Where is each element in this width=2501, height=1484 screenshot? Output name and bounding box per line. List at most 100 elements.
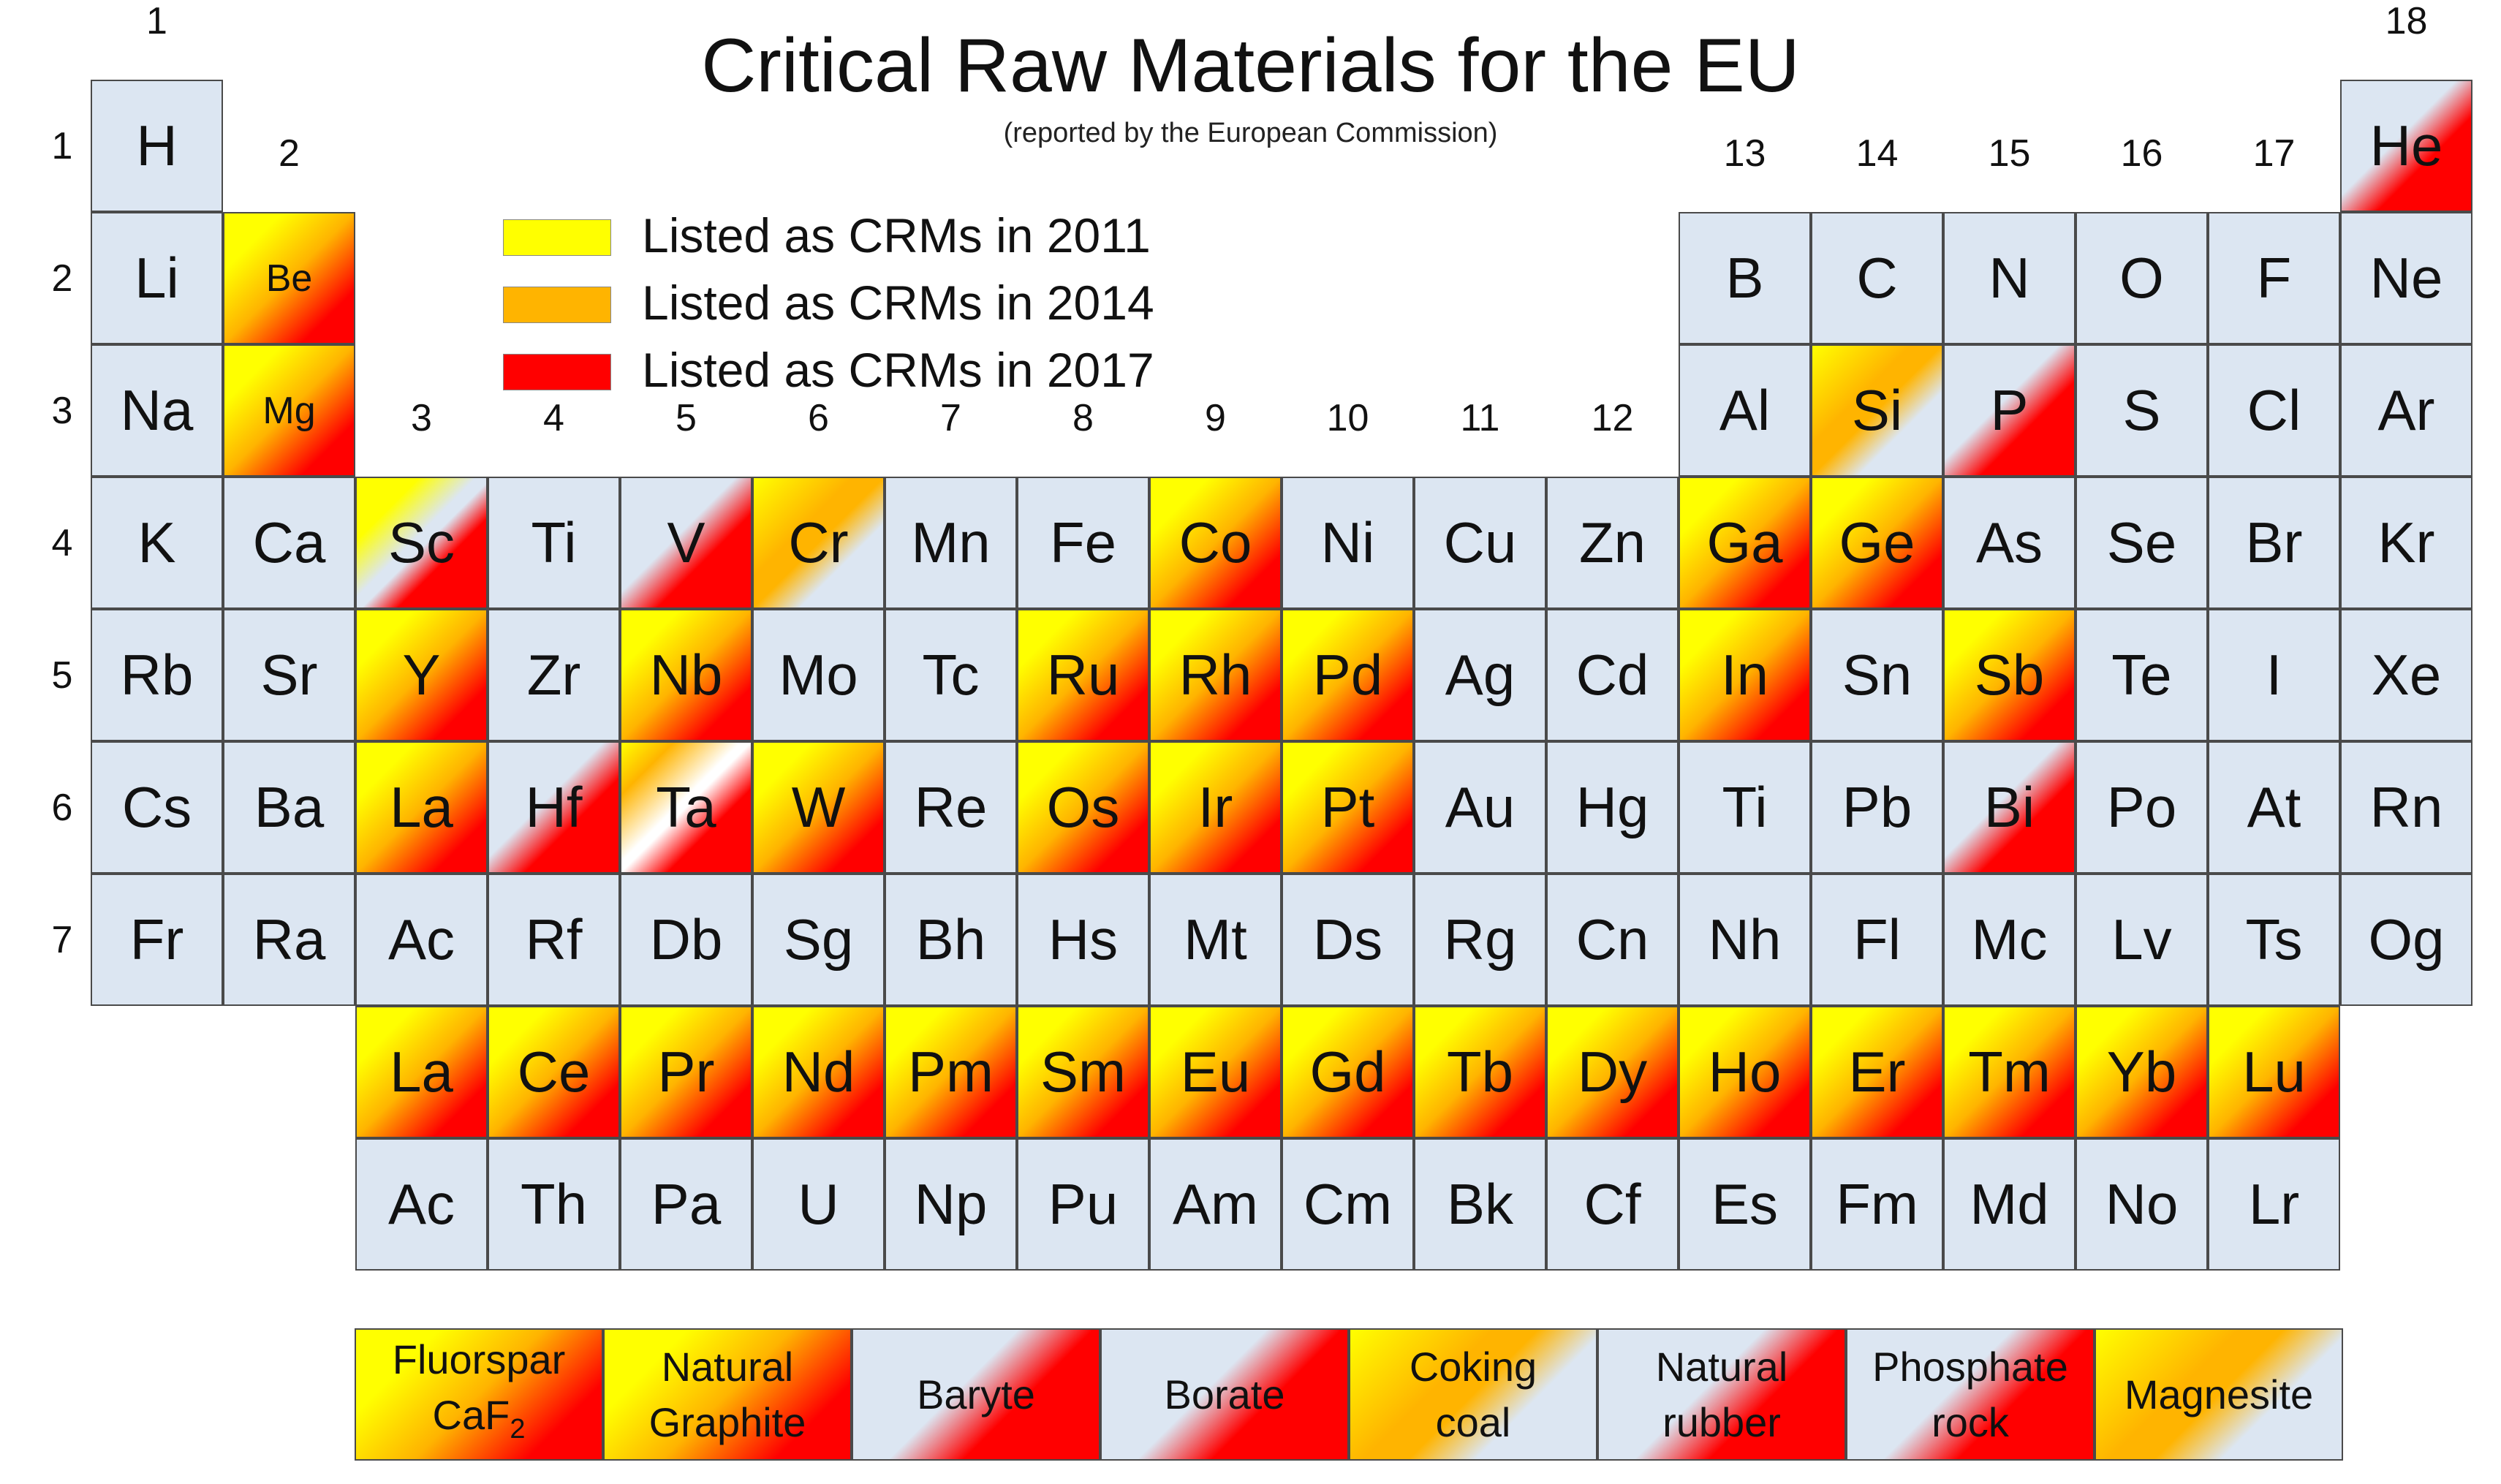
element-cell-eu: Eu xyxy=(1149,1006,1282,1138)
element-cell-nb: Nb xyxy=(620,609,752,741)
element-cell-h: H xyxy=(91,80,223,212)
element-cell-ni: Ni xyxy=(1282,477,1414,609)
element-cell-mg: Mg xyxy=(223,344,355,477)
group-label: 1 xyxy=(146,0,167,42)
extra-material-label: Phosphate xyxy=(1872,1343,2068,1390)
extra-material-cell: Coking coal xyxy=(1349,1328,1597,1461)
element-cell-hs: Hs xyxy=(1017,874,1149,1006)
element-cell-ds: Ds xyxy=(1282,874,1414,1006)
element-cell-xe: Xe xyxy=(2340,609,2472,741)
element-cell-np: Np xyxy=(885,1138,1017,1271)
element-cell-ts: Ts xyxy=(2208,874,2340,1006)
extra-material-label: Natural xyxy=(661,1343,794,1390)
extra-material-cell: Magnesite xyxy=(2095,1328,2343,1461)
legend-label: Listed as CRMs in 2011 xyxy=(642,208,1151,262)
element-cell-ag: Ag xyxy=(1414,609,1546,741)
group-label: 9 xyxy=(1205,396,1226,439)
element-cell-bi: Bi xyxy=(1943,741,2076,874)
element-cell-db: Db xyxy=(620,874,752,1006)
legend-swatch-yellow xyxy=(503,219,611,256)
extra-material-label: coal xyxy=(1435,1398,1511,1445)
element-cell-p: P xyxy=(1943,344,2076,477)
element-cell-cu: Cu xyxy=(1414,477,1546,609)
element-cell-md: Md xyxy=(1943,1138,2076,1271)
element-cell-pr: Pr xyxy=(620,1006,752,1138)
element-cell-ar: Ar xyxy=(2340,344,2472,477)
element-cell-mn: Mn xyxy=(885,477,1017,609)
element-cell-zn: Zn xyxy=(1546,477,1679,609)
element-cell-as: As xyxy=(1943,477,2076,609)
element-cell-hg: Hg xyxy=(1546,741,1679,874)
element-cell-no: No xyxy=(2076,1138,2208,1271)
extra-material-cell: Borate xyxy=(1100,1328,1349,1461)
element-cell-ti: Ti xyxy=(1679,741,1811,874)
element-cell-ac: Ac xyxy=(355,1138,488,1271)
group-label: 2 xyxy=(279,132,300,175)
element-cell-f: F xyxy=(2208,212,2340,344)
element-cell-fr: Fr xyxy=(91,874,223,1006)
extra-material-label: CaF2 xyxy=(432,1391,526,1445)
element-cell-i: I xyxy=(2208,609,2340,741)
extra-material-cell: Baryte xyxy=(852,1328,1100,1461)
element-cell-in: In xyxy=(1679,609,1811,741)
element-cell-cm: Cm xyxy=(1282,1138,1414,1271)
element-cell-sr: Sr xyxy=(223,609,355,741)
group-label: 15 xyxy=(1988,132,2031,175)
element-cell-kr: Kr xyxy=(2340,477,2472,609)
extra-material-label: Natural xyxy=(1655,1343,1788,1390)
element-cell-u: U xyxy=(752,1138,885,1271)
element-cell-pu: Pu xyxy=(1017,1138,1149,1271)
element-cell-ce: Ce xyxy=(488,1006,620,1138)
element-cell-be: Be xyxy=(223,212,355,344)
element-cell-rb: Rb xyxy=(91,609,223,741)
element-cell-la: La xyxy=(355,1006,488,1138)
element-cell-fm: Fm xyxy=(1811,1138,1943,1271)
legend-label: Listed as CRMs in 2014 xyxy=(642,276,1154,330)
element-cell-rn: Rn xyxy=(2340,741,2472,874)
element-cell-s: S xyxy=(2076,344,2208,477)
element-cell-al: Al xyxy=(1679,344,1811,477)
element-cell-ra: Ra xyxy=(223,874,355,1006)
element-cell-w: W xyxy=(752,741,885,874)
extra-material-label: Baryte xyxy=(917,1371,1035,1417)
extra-material-cell: Fluorspar CaF2 xyxy=(355,1328,603,1461)
extra-material-label: rock xyxy=(1931,1398,2009,1445)
element-cell-mt: Mt xyxy=(1149,874,1282,1006)
element-cell-zr: Zr xyxy=(488,609,620,741)
element-cell-ge: Ge xyxy=(1811,477,1943,609)
period-label: 4 xyxy=(51,521,73,564)
element-cell-se: Se xyxy=(2076,477,2208,609)
element-cell-ga: Ga xyxy=(1679,477,1811,609)
element-cell-gd: Gd xyxy=(1282,1006,1414,1138)
element-cell-mc: Mc xyxy=(1943,874,2076,1006)
element-cell-ho: Ho xyxy=(1679,1006,1811,1138)
extra-material-label: Borate xyxy=(1164,1371,1285,1417)
element-cell-tb: Tb xyxy=(1414,1006,1546,1138)
element-cell-fe: Fe xyxy=(1017,477,1149,609)
element-cell-er: Er xyxy=(1811,1006,1943,1138)
element-cell-v: V xyxy=(620,477,752,609)
element-cell-cr: Cr xyxy=(752,477,885,609)
element-cell-rf: Rf xyxy=(488,874,620,1006)
element-cell-pd: Pd xyxy=(1282,609,1414,741)
element-cell-sg: Sg xyxy=(752,874,885,1006)
extra-material-label: Fluorspar xyxy=(392,1336,566,1382)
element-cell-cf: Cf xyxy=(1546,1138,1679,1271)
group-label: 10 xyxy=(1326,396,1369,439)
extra-material-label: Coking xyxy=(1409,1343,1537,1390)
legend-swatch-orange xyxy=(503,287,611,323)
group-label: 7 xyxy=(940,396,961,439)
element-cell-sm: Sm xyxy=(1017,1006,1149,1138)
group-label: 16 xyxy=(2120,132,2163,175)
element-cell-th: Th xyxy=(488,1138,620,1271)
element-cell-tm: Tm xyxy=(1943,1006,2076,1138)
element-cell-ne: Ne xyxy=(2340,212,2472,344)
element-cell-br: Br xyxy=(2208,477,2340,609)
group-label: 18 xyxy=(2385,0,2428,42)
period-label: 2 xyxy=(51,257,73,300)
group-label: 3 xyxy=(411,396,432,439)
element-cell-pm: Pm xyxy=(885,1006,1017,1138)
element-cell-co: Co xyxy=(1149,477,1282,609)
element-cell-rh: Rh xyxy=(1149,609,1282,741)
extra-material-label: rubber xyxy=(1662,1398,1781,1445)
